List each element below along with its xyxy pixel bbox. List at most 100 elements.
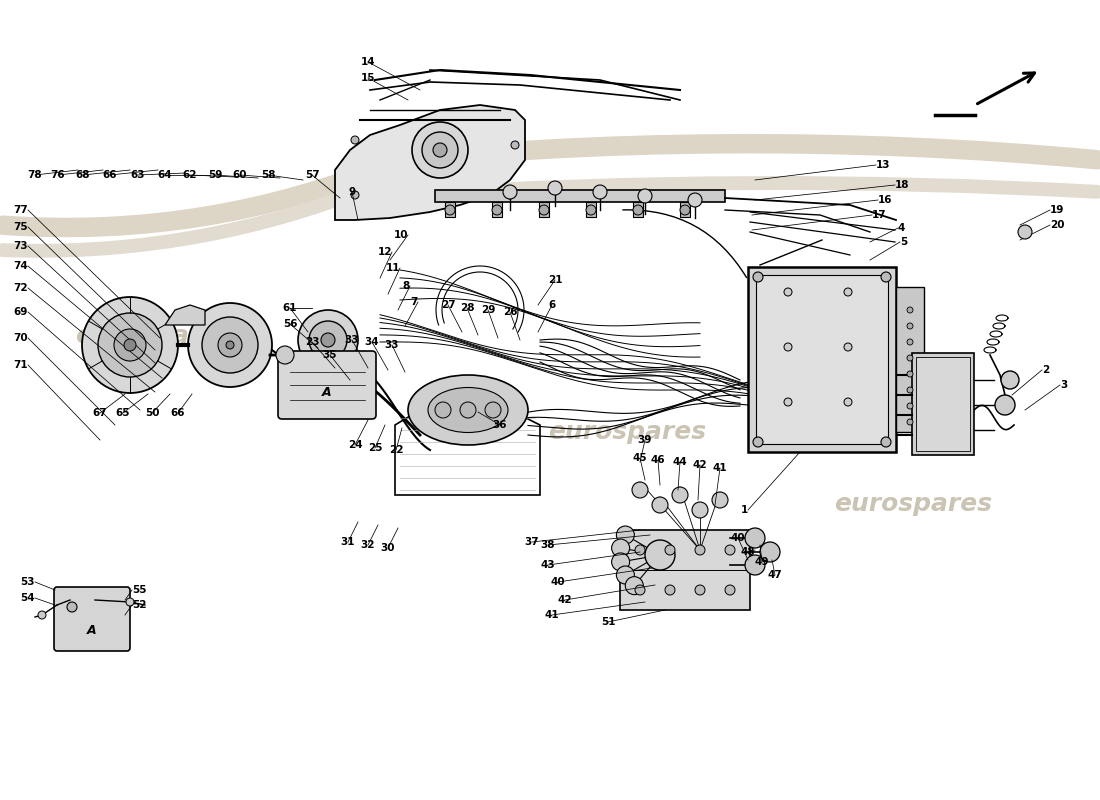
Text: 53: 53	[21, 577, 35, 587]
Text: 28: 28	[460, 303, 474, 313]
Circle shape	[276, 346, 294, 364]
Circle shape	[680, 205, 690, 215]
Circle shape	[98, 313, 162, 377]
Circle shape	[754, 437, 763, 447]
Circle shape	[712, 492, 728, 508]
Text: 75: 75	[13, 222, 28, 232]
Text: 69: 69	[13, 307, 28, 317]
Text: eurospares: eurospares	[548, 420, 706, 444]
Circle shape	[672, 487, 688, 503]
Text: 77: 77	[13, 205, 28, 215]
Circle shape	[218, 333, 242, 357]
Circle shape	[632, 482, 648, 498]
Text: 34: 34	[365, 337, 380, 347]
Text: 7: 7	[410, 297, 418, 307]
Text: 56: 56	[283, 319, 297, 329]
Circle shape	[745, 528, 764, 548]
Polygon shape	[165, 305, 205, 325]
Text: 20: 20	[1050, 220, 1065, 230]
Circle shape	[433, 143, 447, 157]
Text: 55: 55	[132, 585, 146, 595]
Bar	[620, 530, 750, 610]
Circle shape	[666, 545, 675, 555]
Text: 61: 61	[283, 303, 297, 313]
Text: 54: 54	[21, 593, 35, 603]
Text: eurospares: eurospares	[834, 492, 992, 516]
Text: 74: 74	[13, 261, 28, 271]
Text: 22: 22	[388, 445, 404, 455]
Bar	[896, 287, 924, 432]
Bar	[492, 202, 502, 217]
Circle shape	[434, 402, 451, 418]
Circle shape	[612, 539, 629, 557]
Text: 40: 40	[551, 577, 565, 587]
Circle shape	[485, 402, 501, 418]
Text: 13: 13	[876, 160, 891, 170]
Circle shape	[996, 395, 1015, 415]
Circle shape	[126, 598, 134, 606]
Text: 49: 49	[755, 557, 769, 567]
Text: 41: 41	[544, 610, 559, 620]
Text: 35: 35	[322, 350, 338, 360]
Circle shape	[632, 205, 644, 215]
Polygon shape	[336, 105, 525, 220]
Text: 66: 66	[102, 170, 118, 180]
Bar	[912, 353, 974, 455]
Circle shape	[908, 387, 913, 393]
Text: 25: 25	[367, 443, 383, 453]
Circle shape	[460, 402, 476, 418]
Circle shape	[695, 545, 705, 555]
Text: 62: 62	[183, 170, 197, 180]
Text: 46: 46	[651, 455, 666, 465]
Circle shape	[82, 297, 178, 393]
Text: 38: 38	[541, 540, 556, 550]
Circle shape	[725, 545, 735, 555]
Ellipse shape	[408, 375, 528, 445]
Text: 48: 48	[740, 547, 756, 557]
Circle shape	[625, 577, 644, 594]
Text: 51: 51	[601, 617, 615, 627]
Text: 6: 6	[549, 300, 556, 310]
Text: 70: 70	[13, 333, 28, 343]
Text: eurospares: eurospares	[75, 324, 233, 348]
Text: 32: 32	[361, 540, 375, 550]
Bar	[756, 275, 888, 444]
Text: 26: 26	[503, 307, 517, 317]
Circle shape	[593, 185, 607, 199]
Text: 4: 4	[898, 223, 905, 233]
Circle shape	[548, 181, 562, 195]
Text: 33: 33	[344, 335, 360, 345]
Circle shape	[652, 497, 668, 513]
Circle shape	[638, 189, 652, 203]
Text: A: A	[87, 623, 97, 637]
Text: 59: 59	[208, 170, 222, 180]
Circle shape	[908, 355, 913, 361]
Text: 27: 27	[441, 300, 455, 310]
Circle shape	[881, 272, 891, 282]
Circle shape	[908, 403, 913, 409]
Text: 78: 78	[28, 170, 42, 180]
Circle shape	[202, 317, 258, 373]
Text: 16: 16	[878, 195, 892, 205]
Text: 52: 52	[132, 600, 146, 610]
Circle shape	[908, 323, 913, 329]
Text: A: A	[322, 386, 332, 398]
Bar	[748, 267, 896, 452]
Text: 33: 33	[385, 340, 399, 350]
Circle shape	[67, 602, 77, 612]
Text: 40: 40	[730, 533, 746, 543]
Circle shape	[754, 272, 763, 282]
Circle shape	[745, 555, 764, 575]
Text: 37: 37	[525, 537, 539, 547]
Circle shape	[539, 205, 549, 215]
Circle shape	[1018, 225, 1032, 239]
Text: 24: 24	[348, 440, 362, 450]
Circle shape	[412, 122, 468, 178]
Circle shape	[422, 132, 458, 168]
Bar	[680, 202, 690, 217]
Text: 3: 3	[1060, 380, 1067, 390]
Circle shape	[635, 545, 645, 555]
Text: 11: 11	[385, 263, 400, 273]
Circle shape	[298, 310, 358, 370]
Circle shape	[124, 339, 136, 351]
